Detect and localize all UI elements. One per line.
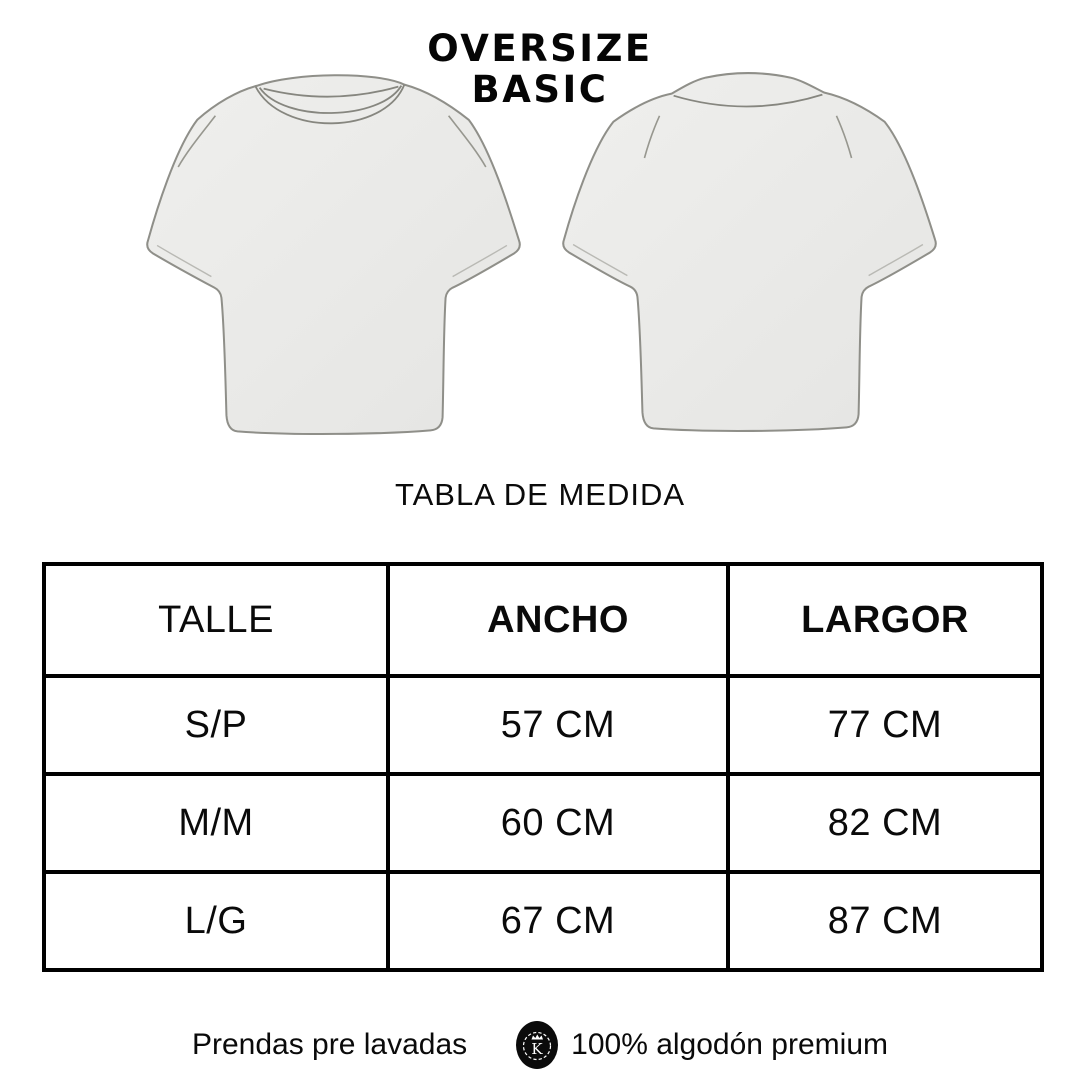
tshirt-front-right-cuff-stitch — [452, 244, 508, 278]
tshirt-back-illustration — [562, 72, 937, 432]
size-mm-talle: M/M — [42, 772, 390, 874]
size-row-sp: S/P 57 CM 77 CM — [42, 674, 1044, 776]
logo-letter: K — [532, 1040, 544, 1058]
tshirt-back-left-cuff-stitch — [572, 243, 628, 277]
size-sp-talle: S/P — [42, 674, 390, 776]
tshirt-front-left-cuff-stitch — [156, 244, 212, 278]
col-header-talle: TALLE — [42, 562, 390, 678]
page-title-line1: OVERSIZE — [427, 27, 653, 70]
tshirt-front-collar-stitch — [254, 84, 406, 125]
size-row-mm: M/M 60 CM 82 CM — [42, 772, 1044, 874]
size-lg-largor: 87 CM — [726, 870, 1044, 972]
tshirt-front-right-shoulder-seam — [447, 115, 487, 168]
tshirt-back-right-shoulder-seam — [835, 115, 853, 159]
size-row-lg: L/G 67 CM 87 CM — [42, 870, 1044, 972]
page-title-line2: BASIC — [471, 68, 609, 111]
tshirt-front-left-shoulder-seam — [177, 115, 217, 168]
size-sp-ancho: 57 CM — [386, 674, 730, 776]
size-lg-ancho: 67 CM — [386, 870, 730, 972]
footer-notes: Prendas pre lavadas K 100% algodón premi… — [0, 1020, 1080, 1070]
crown-glyph — [531, 1034, 544, 1040]
tshirt-back-left-shoulder-seam — [643, 115, 661, 159]
tshirt-front-collar-band — [258, 85, 403, 114]
section-label: TABLA DE MEDIDA — [394, 477, 686, 512]
tshirt-back-right-cuff-stitch — [868, 243, 924, 277]
tshirt-front-illustration — [146, 74, 521, 435]
col-header-ancho: ANCHO — [386, 562, 730, 678]
cotton-note: 100% algodón premium — [571, 1028, 889, 1061]
tshirt-back-body — [562, 72, 937, 432]
col-header-largor: LARGOR — [726, 562, 1044, 678]
size-table-header-row: TALLE ANCHO LARGOR — [42, 562, 1044, 678]
size-mm-ancho: 60 CM — [386, 772, 730, 874]
prewashed-note: Prendas pre lavadas — [191, 1028, 468, 1061]
size-lg-talle: L/G — [42, 870, 390, 972]
size-table: TALLE ANCHO LARGOR S/P 57 CM 77 CM M/M 6… — [42, 562, 1044, 972]
tshirt-front-backneck-line — [263, 85, 399, 98]
tshirt-front-body — [146, 74, 521, 435]
size-sp-largor: 77 CM — [726, 674, 1044, 776]
page-title: OVERSIZE BASIC — [0, 28, 1080, 110]
tshirt-back-neck-seam — [673, 93, 823, 108]
tshirt-illustrations — [0, 58, 1080, 456]
size-mm-largor: 82 CM — [726, 772, 1044, 874]
brand-logo-icon: K — [516, 1021, 559, 1069]
